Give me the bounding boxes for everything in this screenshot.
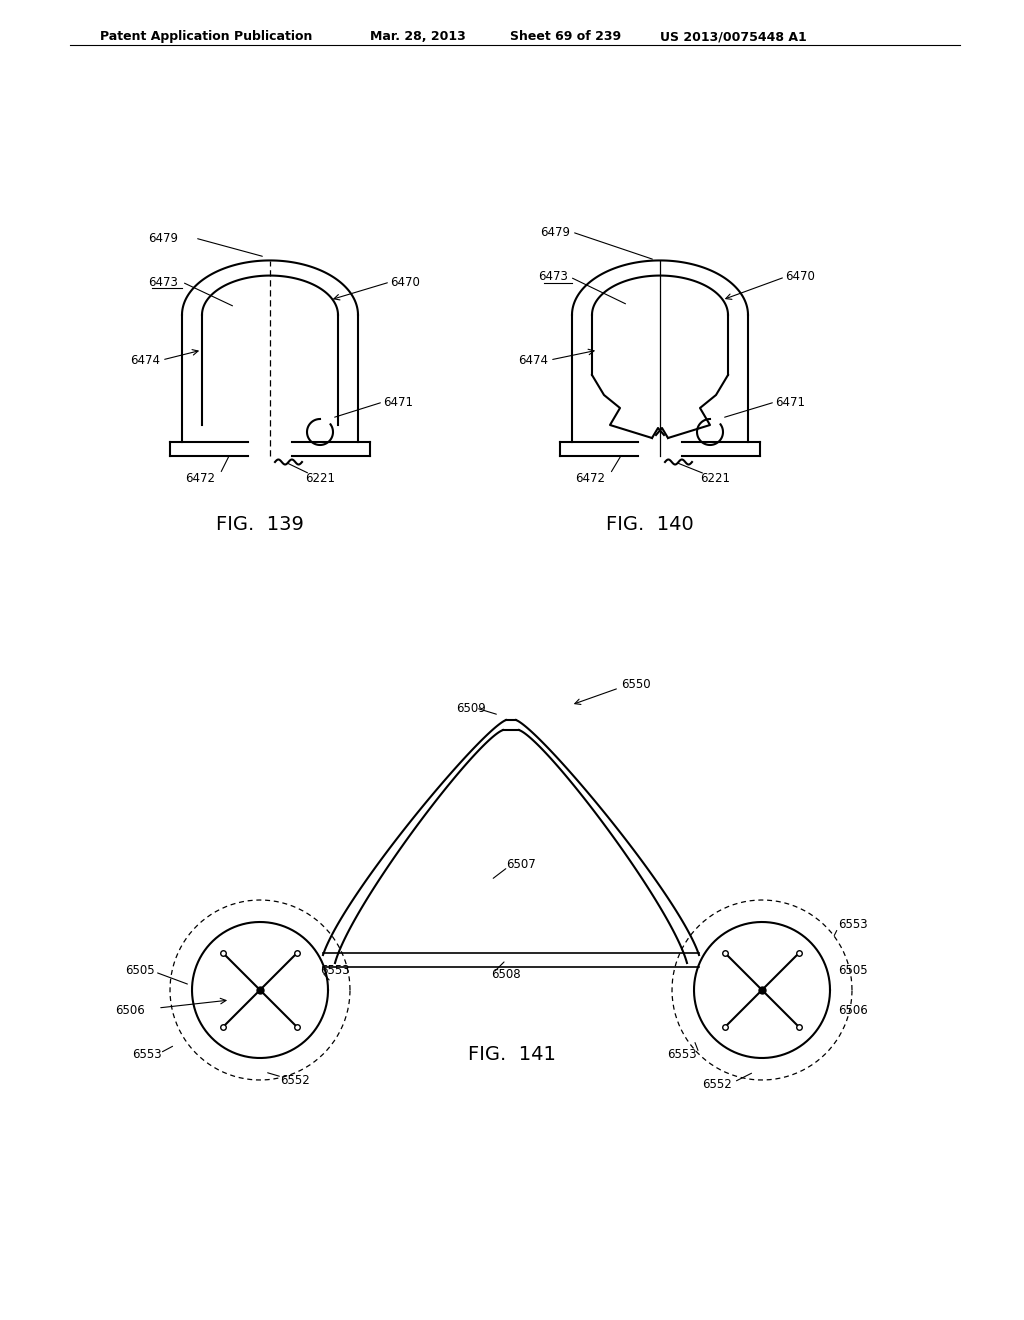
Text: 6505: 6505 [838, 964, 867, 977]
Text: 6471: 6471 [775, 396, 805, 408]
Text: 6470: 6470 [785, 271, 815, 284]
Text: 6505: 6505 [125, 964, 155, 977]
Text: 6506: 6506 [838, 1003, 867, 1016]
Text: Patent Application Publication: Patent Application Publication [100, 30, 312, 44]
Text: FIG.  140: FIG. 140 [606, 516, 694, 535]
Text: 6474: 6474 [130, 354, 160, 367]
Text: 6472: 6472 [185, 471, 215, 484]
Text: 6553: 6553 [668, 1048, 697, 1061]
Text: 6553: 6553 [838, 919, 867, 932]
Text: Mar. 28, 2013: Mar. 28, 2013 [370, 30, 466, 44]
Text: 6472: 6472 [575, 471, 605, 484]
Text: 6552: 6552 [280, 1073, 309, 1086]
Text: FIG.  141: FIG. 141 [468, 1045, 556, 1064]
Text: 6479: 6479 [540, 226, 570, 239]
Text: 6550: 6550 [621, 678, 650, 692]
Text: 6471: 6471 [383, 396, 413, 408]
Text: 6509: 6509 [456, 701, 485, 714]
Text: 6553: 6553 [319, 964, 349, 977]
Text: 6507: 6507 [506, 858, 536, 871]
Text: 6474: 6474 [518, 354, 548, 367]
Text: FIG.  139: FIG. 139 [216, 516, 304, 535]
Text: 6470: 6470 [390, 276, 420, 289]
Text: 6479: 6479 [148, 231, 178, 244]
Text: 6473: 6473 [148, 276, 178, 289]
Text: 6552: 6552 [702, 1078, 732, 1092]
Text: 6508: 6508 [490, 969, 520, 982]
Text: US 2013/0075448 A1: US 2013/0075448 A1 [660, 30, 807, 44]
Text: 6506: 6506 [115, 1003, 144, 1016]
Text: 6553: 6553 [132, 1048, 162, 1061]
Text: 6221: 6221 [305, 471, 335, 484]
Text: 6221: 6221 [700, 471, 730, 484]
Text: 6473: 6473 [539, 271, 568, 284]
Text: Sheet 69 of 239: Sheet 69 of 239 [510, 30, 622, 44]
